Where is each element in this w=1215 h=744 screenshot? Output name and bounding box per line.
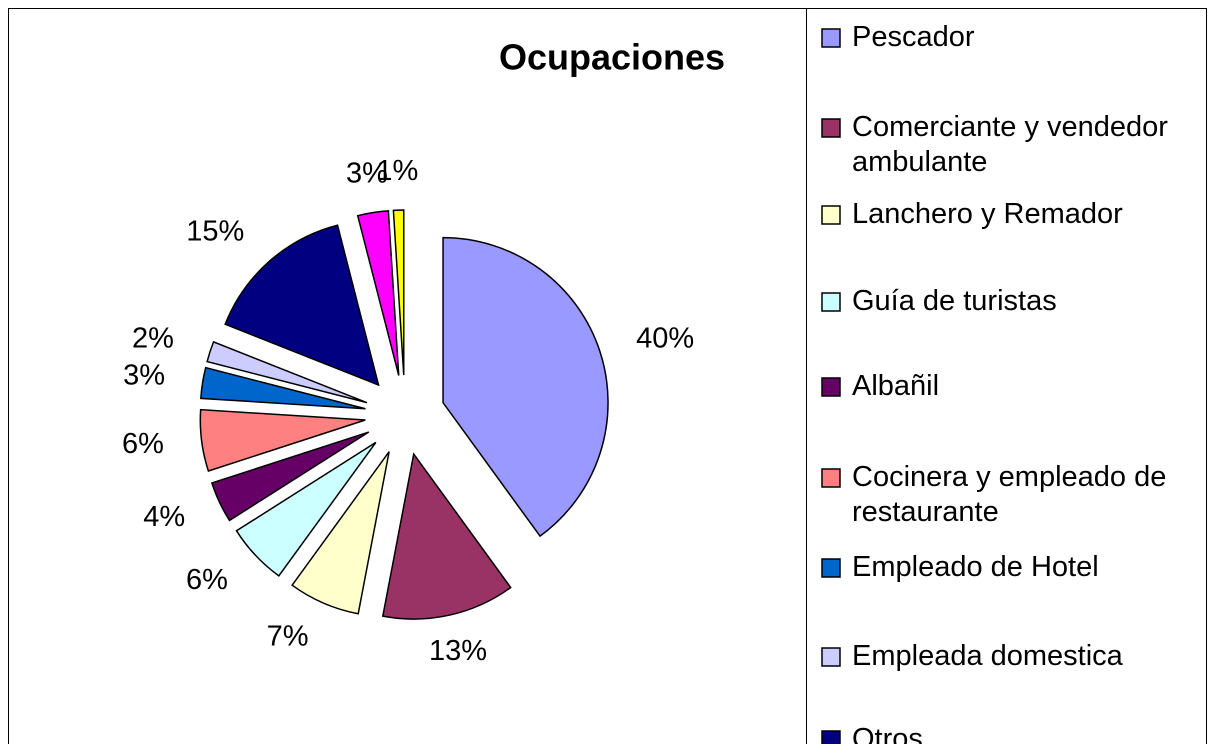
- data-label: 3%: [123, 360, 165, 392]
- data-label: 15%: [186, 215, 244, 247]
- legend-swatch: [821, 377, 841, 397]
- legend-swatch: [821, 558, 841, 578]
- data-label: 2%: [132, 323, 174, 355]
- pie-slice: [199, 408, 366, 472]
- pie-slice: [381, 452, 512, 620]
- legend-swatch: [821, 292, 841, 312]
- legend-label: Comerciante y vendedor ambulante: [852, 111, 1168, 178]
- legend-line: Lanchero y Remador: [852, 198, 1123, 230]
- pie-slice: [442, 236, 609, 538]
- data-label: 7%: [267, 621, 309, 653]
- pie-slice: [356, 210, 400, 376]
- data-label: 4%: [143, 501, 185, 533]
- legend-swatch: [821, 205, 841, 225]
- legend-label: Guía de turistas: [852, 285, 1057, 317]
- legend-label: Cocinera y empleado de restaurante: [852, 461, 1166, 528]
- data-label: 6%: [122, 428, 164, 460]
- legend-line: Empleado de Hotel: [852, 551, 1099, 583]
- legend-line: Otros: [852, 723, 923, 744]
- legend-line: Guía de turistas: [852, 285, 1057, 317]
- pie-slice: [235, 441, 377, 577]
- legend-swatch: [821, 730, 841, 744]
- legend-label: Empleada domestica: [852, 640, 1124, 672]
- pie-slice: [210, 431, 370, 522]
- legend-swatch: [821, 468, 841, 488]
- data-label: 40%: [636, 323, 694, 355]
- pie-slice: [206, 340, 368, 404]
- legend-line: Comerciante y vendedor: [852, 111, 1168, 143]
- legend-line: Empleada domestica: [852, 640, 1124, 672]
- legend-label: Empleado de Hotel: [852, 551, 1099, 583]
- pie-slice: [224, 224, 380, 387]
- legend-line: restaurante: [852, 496, 999, 528]
- legend-label: Pescador: [852, 21, 975, 53]
- legend-line: ambulante: [852, 146, 987, 178]
- legend-swatch: [821, 28, 841, 48]
- legend-line: Pescador: [852, 21, 975, 53]
- legend-line: Albañil: [852, 370, 939, 402]
- legend-label: Albañil: [852, 370, 939, 402]
- data-label: 3%: [346, 158, 388, 190]
- legend-swatch: [821, 118, 841, 138]
- pie-slice: [392, 209, 405, 376]
- data-label: 6%: [186, 564, 228, 596]
- pie-slice: [200, 366, 366, 410]
- legend-label: Otros: [852, 723, 923, 744]
- pie-slice: [291, 451, 390, 615]
- data-label: 13%: [429, 635, 487, 667]
- data-label: 1%: [376, 155, 418, 187]
- legend-line: Cocinera y empleado de: [852, 461, 1166, 493]
- legend-label: Lanchero y Remador: [852, 198, 1123, 230]
- chart-title: Ocupaciones: [499, 37, 725, 78]
- legend-swatch: [821, 647, 841, 667]
